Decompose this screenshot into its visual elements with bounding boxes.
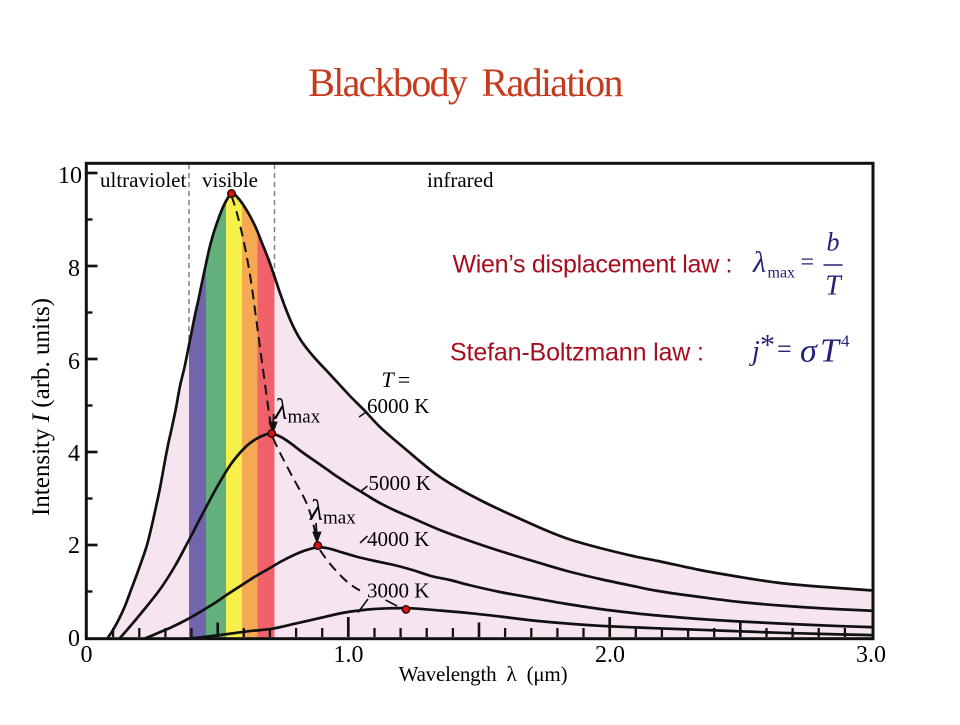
svg-text:T: T (825, 271, 843, 302)
svg-text:T =: T = (382, 367, 411, 392)
svg-text:8: 8 (68, 256, 80, 282)
svg-text:0: 0 (81, 642, 93, 668)
svg-text:*: * (760, 329, 775, 362)
svg-text:visible: visible (202, 168, 258, 192)
svg-text:Wavelength λ (μm): Wavelength λ (μm) (399, 662, 568, 686)
svg-text:1.0: 1.0 (334, 642, 364, 668)
svg-text:b: b (827, 228, 840, 257)
svg-text:Wien’s displacement law :: Wien’s displacement law : (453, 251, 733, 279)
svg-text:max: max (768, 265, 796, 282)
svg-text:infrared: infrared (427, 168, 494, 192)
svg-text:T: T (820, 333, 841, 370)
svg-text:Stefan-Boltzmann law :: Stefan-Boltzmann law : (450, 339, 704, 367)
svg-text:Blackbody Radiation: Blackbody Radiation (308, 60, 623, 105)
svg-text:5000 K: 5000 K (369, 471, 431, 495)
svg-text:2: 2 (68, 533, 80, 559)
svg-text:=: = (801, 250, 815, 276)
svg-text:4: 4 (841, 332, 850, 351)
svg-text:λ: λ (309, 494, 323, 527)
svg-text:0: 0 (68, 626, 80, 652)
svg-text:6000 K: 6000 K (367, 394, 429, 418)
svg-text:σ: σ (800, 333, 818, 370)
svg-text:max: max (323, 508, 356, 529)
svg-text:Intensity I (arb. units): Intensity I (arb. units) (28, 298, 55, 516)
svg-text:λ: λ (752, 246, 766, 279)
svg-text:6: 6 (68, 349, 80, 375)
svg-text:max: max (288, 407, 321, 428)
svg-text:ultraviolet: ultraviolet (100, 168, 186, 192)
svg-text:4: 4 (68, 441, 80, 467)
svg-text:10: 10 (58, 163, 82, 189)
svg-text:4000 K: 4000 K (367, 527, 429, 551)
svg-text:=: = (777, 335, 792, 364)
svg-text:j: j (749, 336, 760, 367)
svg-text:3.0: 3.0 (856, 642, 886, 668)
svg-text:2.0: 2.0 (595, 642, 625, 668)
svg-text:λ: λ (274, 393, 288, 426)
svg-text:3000 K: 3000 K (367, 579, 429, 603)
